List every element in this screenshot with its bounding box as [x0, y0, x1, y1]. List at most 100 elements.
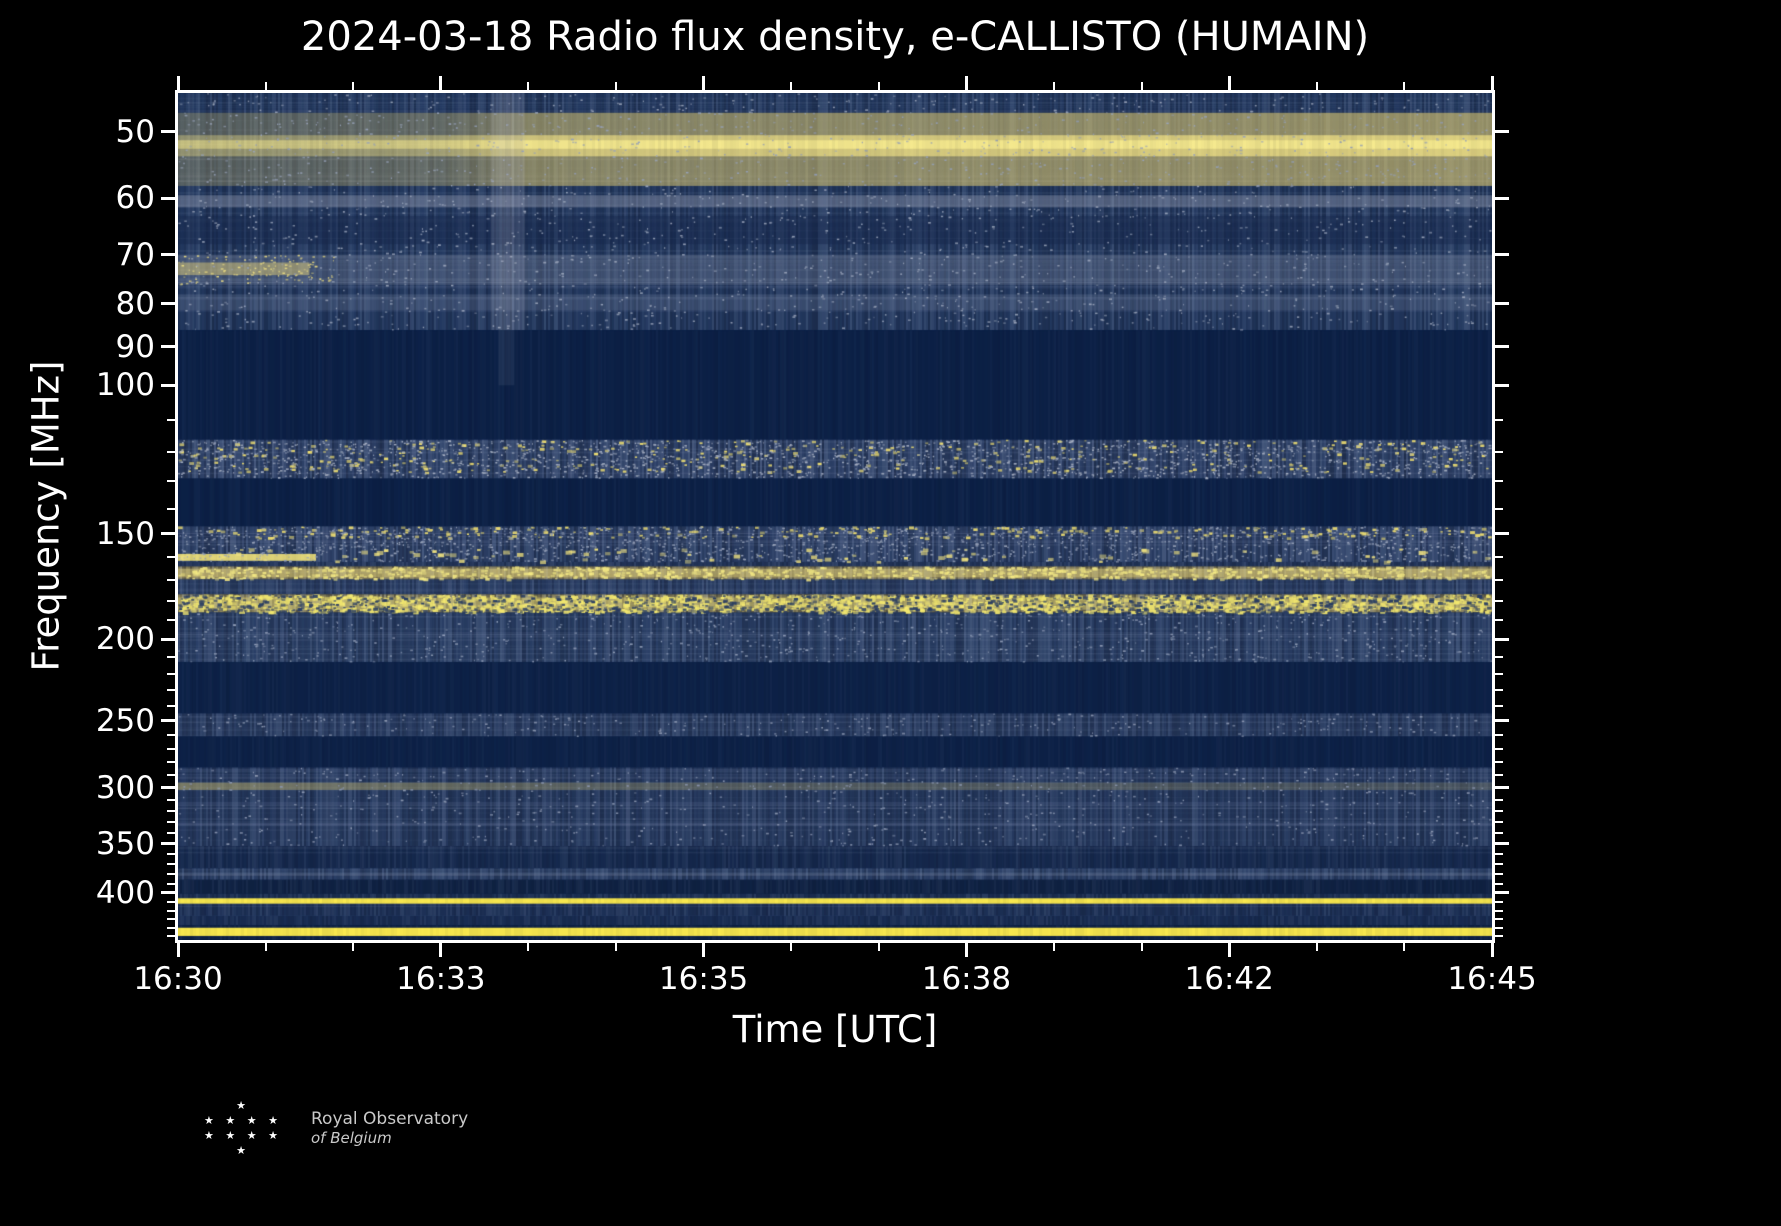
y-minor-tick	[167, 600, 175, 602]
x-major-tick	[702, 76, 705, 90]
y-major-tick	[1495, 253, 1509, 256]
rob-org-name: Royal Observatory	[311, 1109, 468, 1129]
y-minor-tick	[167, 579, 175, 581]
y-major-tick	[161, 384, 175, 387]
spectrogram-figure: 2024-03-18 Radio flux density, e-CALLIST…	[0, 0, 1781, 1226]
y-major-tick	[1495, 384, 1509, 387]
y-major-tick	[161, 842, 175, 845]
rob-logo: ★ ★ ★ ★ ★ ★ ★ ★ ★ ★ Royal Observatory of…	[195, 1098, 468, 1158]
y-minor-tick	[1495, 901, 1503, 903]
y-major-tick	[1495, 302, 1509, 305]
x-minor-tick	[352, 82, 354, 90]
x-major-tick	[702, 943, 705, 957]
x-major-tick	[1228, 943, 1231, 957]
rob-stars-icon: ★ ★ ★ ★ ★ ★ ★ ★ ★ ★	[195, 1098, 291, 1158]
y-major-tick	[161, 130, 175, 133]
y-major-tick	[161, 786, 175, 789]
y-tick-label: 50	[75, 114, 155, 150]
y-major-tick	[1495, 130, 1509, 133]
x-major-tick	[439, 76, 442, 90]
x-major-tick	[1491, 943, 1494, 957]
y-minor-tick	[167, 734, 175, 736]
y-tick-label: 100	[75, 367, 155, 403]
x-minor-tick	[1053, 82, 1055, 90]
x-minor-tick	[1316, 943, 1318, 951]
y-minor-tick	[167, 821, 175, 823]
x-tick-label: 16:38	[896, 961, 1036, 997]
y-minor-tick	[1495, 705, 1503, 707]
y-minor-tick	[1495, 873, 1503, 875]
x-tick-label: 16:35	[634, 961, 774, 997]
y-minor-tick	[1495, 451, 1503, 453]
y-major-tick	[1495, 786, 1509, 789]
y-minor-tick	[1495, 935, 1503, 937]
y-major-tick	[1495, 197, 1509, 200]
y-major-tick	[161, 197, 175, 200]
y-minor-tick	[1495, 883, 1503, 885]
x-major-tick	[177, 943, 180, 957]
y-minor-tick	[1495, 748, 1503, 750]
y-major-tick	[1495, 532, 1509, 535]
y-major-tick	[1495, 719, 1509, 722]
x-minor-tick	[790, 943, 792, 951]
y-minor-tick	[167, 689, 175, 691]
y-major-tick	[161, 302, 175, 305]
y-minor-tick	[167, 883, 175, 885]
x-tick-label: 16:42	[1159, 961, 1299, 997]
y-major-tick	[161, 719, 175, 722]
y-minor-tick	[167, 656, 175, 658]
x-minor-tick	[1403, 943, 1405, 951]
y-minor-tick	[1495, 734, 1503, 736]
y-major-tick	[161, 891, 175, 894]
y-minor-tick	[167, 480, 175, 482]
x-major-tick	[965, 76, 968, 90]
chart-title: 2024-03-18 Radio flux density, e-CALLIST…	[178, 14, 1492, 60]
x-minor-tick	[1316, 82, 1318, 90]
y-tick-label: 350	[75, 826, 155, 862]
y-minor-tick	[167, 508, 175, 510]
y-minor-tick	[1495, 910, 1503, 912]
y-minor-tick	[1495, 927, 1503, 929]
x-minor-tick	[790, 82, 792, 90]
y-major-tick	[161, 253, 175, 256]
x-axis-label: Time [UTC]	[178, 1008, 1492, 1051]
y-minor-tick	[167, 419, 175, 421]
y-minor-tick	[167, 673, 175, 675]
y-minor-tick	[1495, 556, 1503, 558]
y-minor-tick	[167, 761, 175, 763]
x-tick-label: 16:45	[1422, 961, 1562, 997]
x-major-tick	[965, 943, 968, 957]
y-minor-tick	[1495, 774, 1503, 776]
x-minor-tick	[878, 82, 880, 90]
y-minor-tick	[167, 619, 175, 621]
y-minor-tick	[167, 451, 175, 453]
y-minor-tick	[167, 799, 175, 801]
x-minor-tick	[352, 943, 354, 951]
y-minor-tick	[1495, 579, 1503, 581]
x-minor-tick	[1141, 82, 1143, 90]
x-minor-tick	[878, 943, 880, 951]
y-tick-label: 70	[75, 237, 155, 273]
y-tick-label: 60	[75, 180, 155, 216]
y-major-tick	[1495, 345, 1509, 348]
rob-stars-row: ★	[195, 1098, 291, 1113]
y-minor-tick	[1495, 689, 1503, 691]
y-minor-tick	[1495, 673, 1503, 675]
y-minor-tick	[167, 705, 175, 707]
rob-stars-row: ★ ★ ★ ★	[195, 1113, 291, 1128]
y-minor-tick	[167, 748, 175, 750]
y-tick-label: 90	[75, 329, 155, 365]
y-minor-tick	[167, 901, 175, 903]
y-major-tick	[161, 638, 175, 641]
y-minor-tick	[1495, 480, 1503, 482]
y-minor-tick	[1495, 419, 1503, 421]
y-minor-tick	[167, 927, 175, 929]
y-minor-tick	[1495, 918, 1503, 920]
y-minor-tick	[1495, 600, 1503, 602]
y-tick-label: 400	[75, 875, 155, 911]
x-major-tick	[1491, 76, 1494, 90]
x-tick-label: 16:33	[371, 961, 511, 997]
x-minor-tick	[615, 82, 617, 90]
y-minor-tick	[1495, 799, 1503, 801]
x-minor-tick	[615, 943, 617, 951]
